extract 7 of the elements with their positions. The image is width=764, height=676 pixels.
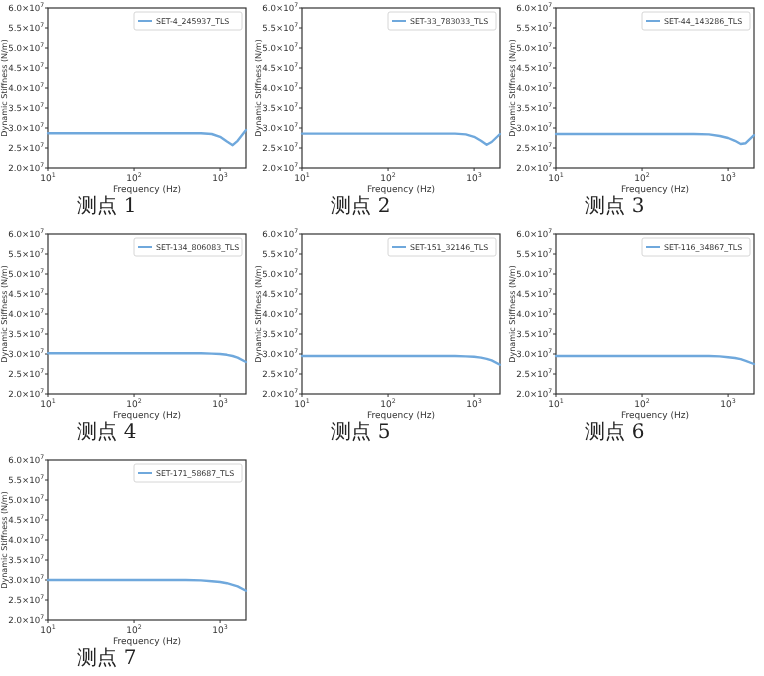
text: 测点 2	[331, 194, 391, 218]
text: 测点 7	[77, 646, 137, 670]
text: 测点 6	[585, 420, 645, 444]
text: 测点 1	[77, 194, 137, 218]
text: 测点 3	[585, 194, 645, 218]
text: 测点 4	[77, 420, 137, 444]
text: 测点 5	[331, 420, 391, 444]
